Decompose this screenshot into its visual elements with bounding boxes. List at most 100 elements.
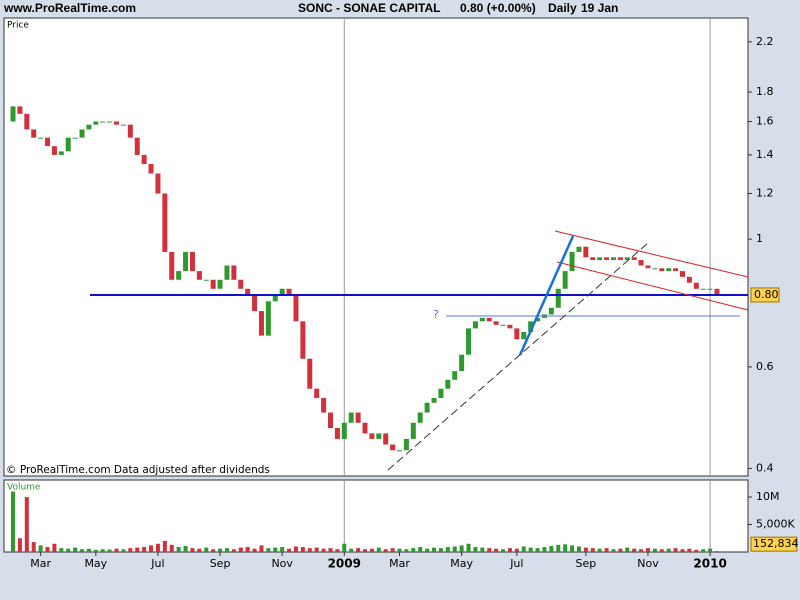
y-tick-label: 1.6	[756, 115, 774, 128]
x-tick-label: Nov	[637, 557, 659, 570]
volume-bar	[673, 548, 678, 552]
candle	[348, 412, 354, 423]
marks	[10, 18, 720, 552]
candle	[659, 268, 665, 272]
candle	[624, 257, 630, 260]
volume-bar	[114, 548, 119, 552]
candle	[86, 124, 92, 130]
candle	[686, 276, 692, 283]
y-tick-label: 1.4	[756, 148, 774, 161]
volume-bar	[618, 548, 623, 552]
candle	[169, 251, 175, 280]
candle	[279, 288, 285, 295]
volume-bar	[162, 541, 167, 552]
candle	[321, 397, 327, 413]
volume-bar	[45, 547, 50, 552]
volume-bar	[204, 547, 209, 552]
volume-bar	[528, 547, 533, 552]
y-tick-label: 0.4	[756, 461, 774, 474]
volume-bar	[680, 549, 685, 552]
candle	[472, 321, 478, 329]
volume-bar	[142, 547, 147, 552]
candle	[548, 307, 554, 315]
candle	[514, 328, 520, 340]
candle	[479, 317, 485, 322]
volume-bar	[349, 548, 354, 552]
volume-bar	[659, 549, 664, 552]
x-tick-label: Mar	[389, 557, 410, 570]
volume-bar	[645, 548, 650, 552]
last-price-label: 0.80	[754, 288, 779, 301]
volume-panel	[3, 479, 749, 553]
candle	[286, 288, 292, 295]
volume-bar	[218, 548, 223, 552]
candle	[217, 279, 223, 289]
candle	[45, 137, 51, 147]
candle	[10, 106, 16, 122]
candle	[100, 121, 106, 123]
x-tick-label: May	[450, 557, 473, 570]
volume-bar	[307, 548, 312, 552]
drawings	[90, 230, 749, 471]
volume-bar	[24, 497, 29, 552]
candle	[466, 328, 472, 355]
candle	[314, 388, 320, 398]
candle	[445, 379, 451, 389]
volume-bar	[521, 546, 526, 552]
candle	[569, 251, 575, 272]
volume-bar	[287, 548, 292, 552]
volume-bar	[494, 548, 499, 552]
volume-bar	[487, 548, 492, 552]
y-tick-label: 1.8	[756, 85, 774, 98]
candle	[65, 137, 71, 152]
candle	[114, 121, 120, 125]
candle	[376, 433, 382, 439]
candle	[604, 257, 610, 260]
volume-bar	[238, 547, 243, 552]
volume-bar	[535, 548, 540, 552]
x-tick-label: Jul	[509, 557, 523, 570]
candle	[265, 301, 271, 336]
y-tick-label: 2.2	[756, 35, 774, 48]
candle	[107, 121, 113, 123]
candle	[507, 324, 513, 329]
candle	[134, 137, 140, 155]
volume-bar	[31, 542, 36, 552]
candle	[590, 257, 596, 260]
volume-bar	[452, 546, 457, 552]
candle	[307, 358, 313, 389]
candle	[272, 294, 278, 302]
x-tick-label: Sep	[575, 557, 596, 570]
volume-bar	[59, 548, 64, 552]
candle	[189, 251, 195, 272]
candle	[72, 137, 78, 139]
last-volume-label: 152,834	[753, 537, 799, 550]
candle	[431, 397, 437, 403]
volume-bar	[183, 545, 188, 552]
candle	[417, 412, 423, 423]
volume-tick-label: 10M	[756, 490, 780, 503]
volume-bar	[459, 545, 464, 552]
volume-bar	[363, 549, 367, 552]
candle	[610, 257, 616, 260]
candle	[293, 294, 299, 322]
volume-bar	[190, 548, 195, 552]
candle	[362, 422, 368, 434]
candle	[707, 288, 713, 290]
volume-bar	[383, 549, 388, 552]
candle	[120, 124, 126, 126]
volume-bar	[356, 548, 361, 552]
source: www.ProRealTime.com	[3, 1, 136, 15]
candle	[452, 371, 458, 380]
candle	[576, 246, 582, 252]
volume-bar	[701, 549, 706, 552]
volume-bar	[466, 543, 471, 552]
volume-bar	[11, 491, 15, 552]
volume-bar	[342, 543, 347, 552]
volume-bar	[211, 549, 216, 552]
period: Daily	[548, 1, 577, 15]
candle	[369, 433, 375, 439]
volume-tick-label: 5,000K	[756, 518, 795, 531]
volume-bar	[369, 548, 374, 552]
